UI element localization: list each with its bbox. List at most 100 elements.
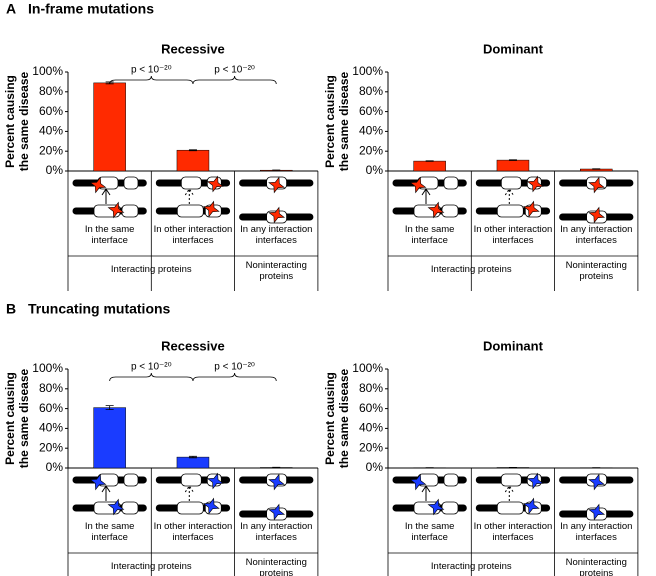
significance-brace bbox=[109, 75, 194, 85]
group-label-box: Noninteracting proteins bbox=[565, 260, 627, 282]
significance-brace bbox=[192, 75, 277, 85]
y-tick-label: 100% bbox=[352, 361, 383, 375]
group-label-box: Interacting proteins bbox=[110, 264, 192, 275]
protein-domain bbox=[121, 204, 139, 218]
p-value: p < 10⁻²⁰ bbox=[131, 362, 172, 373]
p-value: p < 10⁻²⁰ bbox=[131, 65, 172, 76]
group-label: Noninteracting proteins bbox=[245, 260, 307, 282]
protein-domain bbox=[123, 176, 139, 190]
mutation-star bbox=[588, 206, 606, 224]
x-tick-label: In any interaction interfaces bbox=[240, 521, 313, 543]
y-tick-label: 40% bbox=[39, 421, 63, 435]
panel-title: In-frame mutations bbox=[28, 1, 154, 17]
y-tick-label: 60% bbox=[359, 401, 383, 415]
y-axis-label: the same disease bbox=[17, 71, 31, 171]
y-tick-label: 20% bbox=[359, 440, 383, 454]
bar bbox=[413, 160, 446, 172]
error-bar bbox=[425, 160, 434, 162]
group-label: Noninteracting proteins bbox=[565, 260, 627, 282]
y-tick-label: 40% bbox=[359, 421, 383, 435]
mutation-star bbox=[588, 503, 606, 521]
y-tick-label: 20% bbox=[39, 143, 63, 157]
x-tick-label: In any interaction interfaces bbox=[560, 521, 633, 543]
x-tick-label: In the same interface bbox=[84, 224, 135, 246]
error-bar bbox=[188, 149, 197, 152]
group-label: Interacting proteins bbox=[110, 561, 192, 572]
interaction-arrow bbox=[184, 485, 194, 501]
y-tick-label: 80% bbox=[359, 84, 383, 98]
y-tick-label: 60% bbox=[39, 401, 63, 415]
x-tick-label: In any interaction interfaces bbox=[240, 224, 313, 246]
mutation-star bbox=[522, 200, 540, 218]
mutation-star bbox=[206, 175, 224, 193]
mutation-star bbox=[268, 206, 286, 224]
mutation-star bbox=[107, 201, 125, 219]
y-axis-label: the same disease bbox=[337, 71, 351, 171]
error-bar bbox=[508, 159, 517, 161]
x-tick-label-box: In any interaction interfaces bbox=[240, 521, 313, 543]
protein-domain bbox=[176, 204, 204, 218]
mutation-star bbox=[202, 200, 220, 218]
p-value: p < 10⁻²⁰ bbox=[214, 65, 255, 76]
y-tick-label: 100% bbox=[32, 64, 63, 78]
protein-domain bbox=[441, 501, 459, 515]
bar bbox=[176, 149, 210, 172]
group-label: Interacting proteins bbox=[430, 561, 512, 572]
group-label: Interacting proteins bbox=[430, 264, 512, 275]
protein-domain bbox=[121, 501, 139, 515]
group-label: Noninteracting proteins bbox=[565, 557, 627, 576]
protein-domain bbox=[441, 204, 459, 218]
x-tick-label: In other interaction interfaces bbox=[153, 224, 233, 246]
p-value: p < 10⁻²⁰ bbox=[214, 362, 255, 373]
interaction-arrow bbox=[421, 485, 431, 501]
mutation-star bbox=[526, 472, 544, 490]
panel-title: Truncating mutations bbox=[28, 301, 171, 317]
error-bar bbox=[105, 405, 114, 410]
group-label: Interacting proteins bbox=[110, 264, 192, 275]
mutation-star bbox=[409, 473, 427, 491]
interaction-arrow bbox=[184, 188, 194, 204]
x-tick-label-box: In other interaction interfaces bbox=[474, 521, 553, 543]
y-tick-label: 40% bbox=[39, 124, 63, 138]
group-label-box: Noninteracting proteins bbox=[245, 260, 307, 282]
x-tick-label-box: In any interaction interfaces bbox=[560, 224, 633, 246]
protein-domain bbox=[443, 473, 459, 487]
mutation-star bbox=[268, 473, 286, 491]
x-tick-label: In the same interface bbox=[404, 224, 455, 246]
y-tick-label: 100% bbox=[32, 361, 63, 375]
interaction-arrow bbox=[504, 188, 514, 204]
x-tick-label: In the same interface bbox=[84, 521, 135, 543]
protein-domain bbox=[180, 176, 202, 190]
mutation-star bbox=[268, 503, 286, 521]
bar bbox=[496, 159, 530, 172]
x-tick-label-box: In other interaction interfaces bbox=[474, 224, 553, 246]
y-tick-label: 60% bbox=[359, 104, 383, 118]
y-axis-label: Percent causing bbox=[323, 372, 337, 465]
protein-domain bbox=[443, 176, 459, 190]
group-label-box: Interacting proteins bbox=[430, 561, 512, 572]
group-label-box: Noninteracting proteins bbox=[565, 557, 627, 576]
x-tick-label-box: In any interaction interfaces bbox=[560, 521, 633, 543]
protein-domain bbox=[176, 501, 204, 515]
y-axis-label: the same disease bbox=[337, 368, 351, 468]
mutation-star bbox=[588, 176, 606, 194]
x-tick-label-box: In other interaction interfaces bbox=[153, 224, 233, 246]
panel-label: A bbox=[6, 1, 16, 17]
x-tick-label-box: In the same interface bbox=[405, 521, 455, 543]
x-tick-label: In any interaction interfaces bbox=[560, 224, 633, 246]
y-tick-label: 80% bbox=[39, 381, 63, 395]
x-tick-label-box: In the same interface bbox=[404, 224, 455, 246]
interaction-arrow bbox=[101, 485, 111, 501]
y-tick-label: 0% bbox=[366, 163, 384, 177]
x-tick-label: In other interaction interfaces bbox=[153, 521, 233, 543]
protein-domain bbox=[496, 204, 524, 218]
y-axis-label: Percent causing bbox=[323, 75, 337, 168]
chart-title: Dominant bbox=[483, 41, 544, 56]
y-tick-label: 0% bbox=[46, 460, 64, 474]
x-tick-label-box: In any interaction interfaces bbox=[240, 224, 313, 246]
bar bbox=[176, 456, 210, 469]
protein-domain bbox=[500, 176, 522, 190]
chart-title: Recessive bbox=[161, 41, 225, 56]
protein-domain bbox=[500, 473, 522, 487]
